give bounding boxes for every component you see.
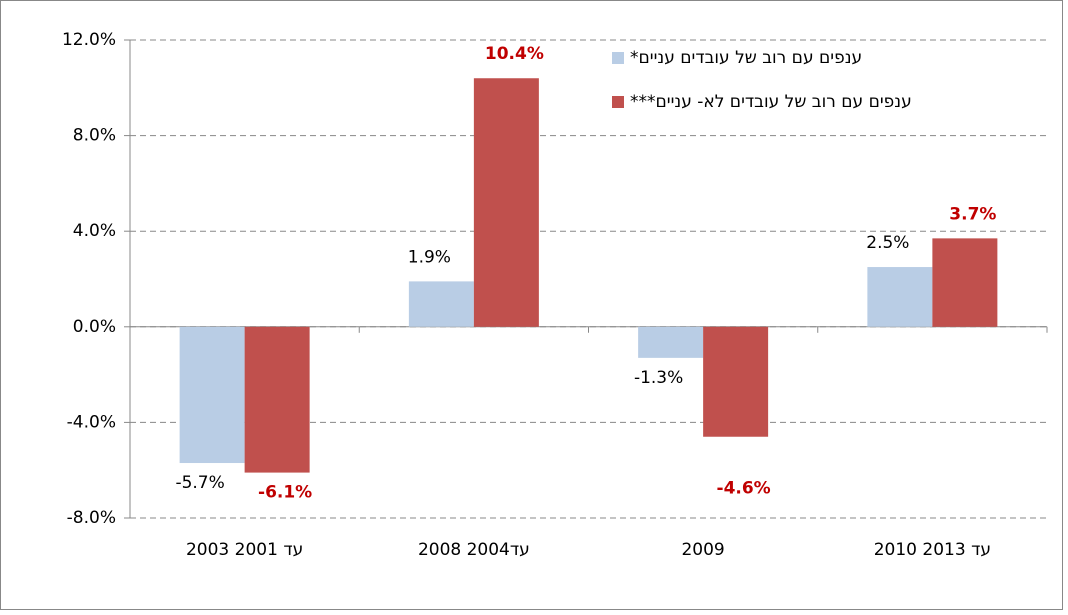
bar	[703, 326, 769, 437]
y-tick-label: -4.0%	[67, 412, 116, 432]
data-label: 10.4%	[485, 44, 544, 64]
x-tick-label: 2009	[681, 540, 724, 560]
bar	[473, 78, 539, 327]
legend-label: ענפים עם רוב של עובדים עניים*	[630, 48, 862, 68]
bar	[867, 267, 933, 327]
bar	[932, 238, 998, 327]
x-tick-label: 2003 עד 2001	[186, 540, 303, 560]
y-tick-label: 0.0%	[73, 317, 116, 337]
bar	[179, 326, 245, 464]
data-label: 1.9%	[408, 247, 451, 267]
bar	[244, 326, 310, 473]
bar	[408, 281, 474, 327]
data-label: -5.7%	[175, 473, 224, 493]
y-tick-label: -8.0%	[67, 508, 116, 528]
legend-swatch	[612, 52, 624, 64]
x-tick-label: 2010 עד 2013	[874, 540, 991, 560]
x-tick-label: 2008 2004עד	[418, 540, 530, 560]
legend-label: ענפים עם רוב של עובדים לא- עניים***	[630, 92, 912, 112]
data-label: -1.3%	[634, 368, 683, 388]
bar	[638, 326, 704, 358]
data-label: -4.6%	[717, 479, 771, 499]
y-tick-label: 4.0%	[73, 221, 116, 241]
data-label: -6.1%	[258, 483, 312, 503]
data-label: 2.5%	[866, 233, 909, 253]
y-tick-label: 12.0%	[62, 30, 116, 50]
y-tick-label: 8.0%	[73, 126, 116, 146]
data-label: 3.7%	[949, 204, 996, 224]
legend-swatch	[612, 96, 624, 108]
